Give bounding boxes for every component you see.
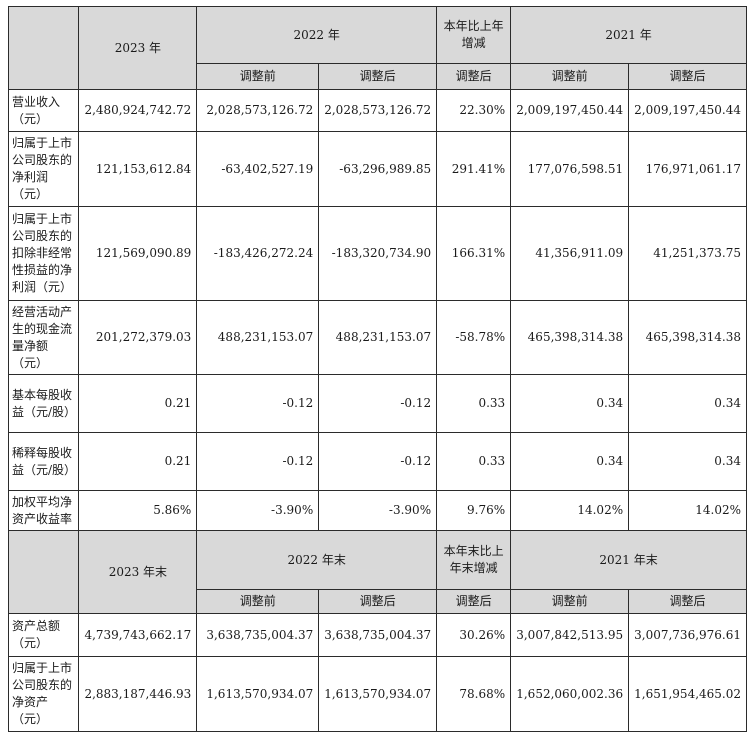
cell-2023: 0.21 xyxy=(78,374,198,433)
cell-change: 0.33 xyxy=(436,374,512,433)
row-label: 经营活动产生的现金流量净额（元） xyxy=(7,300,80,375)
cell-2022-before: -0.12 xyxy=(196,432,320,491)
subheader-2022-before: 调整前 xyxy=(196,589,320,614)
section1-subheader-row: 调整前 调整后 调整后 调整前 调整后 xyxy=(9,63,747,90)
table-row: 基本每股收益（元/股） 0.21 -0.12 -0.12 0.33 0.34 0… xyxy=(7,374,747,433)
cell-change: -58.78% xyxy=(436,300,512,375)
cell-2021-before: 0.34 xyxy=(510,374,630,433)
cell-2023: 2,480,924,742.72 xyxy=(78,89,198,132)
section2-header-row: 2023 年末 2022 年末 本年末比上年末增减 2021 年末 xyxy=(7,530,747,614)
cell-2022-after: -3.90% xyxy=(318,490,438,531)
table-row: 归属于上市公司股东的净利润（元） 121,153,612.84 -63,402,… xyxy=(7,131,747,207)
row-label: 归属于上市公司股东的净利润（元） xyxy=(7,131,80,207)
cell-2021-after: 3,007,736,976.61 xyxy=(628,613,747,657)
cell-change: 30.26% xyxy=(436,613,512,657)
subheader-2021-before: 调整前 xyxy=(510,63,630,90)
cell-2021-after: 0.34 xyxy=(628,374,747,433)
cell-2021-before: 3,007,842,513.95 xyxy=(510,613,630,657)
cell-2023: 0.21 xyxy=(78,432,198,491)
table-row: 资产总额（元） 4,739,743,662.17 3,638,735,004.3… xyxy=(7,613,747,657)
cell-2021-after: 0.34 xyxy=(628,432,747,491)
cell-2022-after: -0.12 xyxy=(318,432,438,491)
cell-2022-after: 1,613,570,934.07 xyxy=(318,656,438,732)
header-2023: 2023 年 xyxy=(78,6,198,90)
cell-2021-after: 2,009,197,450.44 xyxy=(628,89,747,132)
cell-change: 291.41% xyxy=(436,131,512,207)
cell-2022-before: -63,402,527.19 xyxy=(196,131,320,207)
header-2021: 2021 年 xyxy=(510,6,747,64)
cell-2022-before: 488,231,153.07 xyxy=(196,300,320,375)
cell-2021-after: 41,251,373.75 xyxy=(628,206,747,301)
subheader-2022-after: 调整后 xyxy=(318,589,438,614)
cell-2022-before: 3,638,735,004.37 xyxy=(196,613,320,657)
header-2022-end: 2022 年末 xyxy=(196,530,438,590)
cell-2023: 121,153,612.84 xyxy=(78,131,198,207)
header-2023-end: 2023 年末 xyxy=(78,530,198,614)
subheader-2022-after: 调整后 xyxy=(318,63,438,90)
cell-2022-before: -183,426,272.24 xyxy=(196,206,320,301)
cell-2022-after: 3,638,735,004.37 xyxy=(318,613,438,657)
cell-2021-before: 465,398,314.38 xyxy=(510,300,630,375)
section1-header-row: 2023 年 2022 年 本年比上年增减 2021 年 xyxy=(7,6,747,90)
cell-change: 9.76% xyxy=(436,490,512,531)
cell-2022-before: 1,613,570,934.07 xyxy=(196,656,320,732)
header-change-end: 本年末比上年末增减 xyxy=(436,530,512,590)
cell-2022-before: 2,028,573,126.72 xyxy=(196,89,320,132)
table-row: 归属于上市公司股东的扣除非经常性损益的净利润（元） 121,569,090.89… xyxy=(7,206,747,301)
row-label: 基本每股收益（元/股） xyxy=(7,374,80,433)
subheader-2021-after: 调整后 xyxy=(628,589,747,614)
cell-change: 166.31% xyxy=(436,206,512,301)
cell-2023: 5.86% xyxy=(78,490,198,531)
cell-2021-before: 41,356,911.09 xyxy=(510,206,630,301)
cell-2022-after: -0.12 xyxy=(318,374,438,433)
cell-2021-before: 2,009,197,450.44 xyxy=(510,89,630,132)
row-label: 归属于上市公司股东的净资产（元） xyxy=(7,656,80,732)
cell-2022-before: -0.12 xyxy=(196,374,320,433)
cell-2021-after: 14.02% xyxy=(628,490,747,531)
table-row: 归属于上市公司股东的净资产（元） 2,883,187,446.93 1,613,… xyxy=(7,656,747,732)
cell-2022-before: -3.90% xyxy=(196,490,320,531)
table-row: 经营活动产生的现金流量净额（元） 201,272,379.03 488,231,… xyxy=(7,300,747,375)
cell-2022-after: 488,231,153.07 xyxy=(318,300,438,375)
subheader-change-after: 调整后 xyxy=(436,589,512,614)
row-label: 归属于上市公司股东的扣除非经常性损益的净利润（元） xyxy=(7,206,80,301)
cell-2023: 4,739,743,662.17 xyxy=(78,613,198,657)
cell-2023: 201,272,379.03 xyxy=(78,300,198,375)
cell-2021-after: 465,398,314.38 xyxy=(628,300,747,375)
header-2022: 2022 年 xyxy=(196,6,438,64)
header-blank-cell xyxy=(7,530,80,614)
header-change: 本年比上年增减 xyxy=(436,6,512,64)
cell-2023: 2,883,187,446.93 xyxy=(78,656,198,732)
table-row: 营业收入（元） 2,480,924,742.72 2,028,573,126.7… xyxy=(7,89,747,132)
row-label: 资产总额（元） xyxy=(7,613,80,657)
header-blank-cell xyxy=(7,6,80,90)
row-label: 稀释每股收益（元/股） xyxy=(7,432,80,491)
cell-2021-before: 1,652,060,002.36 xyxy=(510,656,630,732)
cell-2021-before: 177,076,598.51 xyxy=(510,131,630,207)
header-2021-end: 2021 年末 xyxy=(510,530,747,590)
cell-2021-after: 176,971,061.17 xyxy=(628,131,747,207)
section2-subheader-row: 调整前 调整后 调整后 调整前 调整后 xyxy=(9,589,747,614)
subheader-2021-after: 调整后 xyxy=(628,63,747,90)
subheader-change-after: 调整后 xyxy=(436,63,512,90)
cell-2022-after: -63,296,989.85 xyxy=(318,131,438,207)
cell-2021-before: 0.34 xyxy=(510,432,630,491)
cell-2022-after: 2,028,573,126.72 xyxy=(318,89,438,132)
cell-2021-before: 14.02% xyxy=(510,490,630,531)
financial-summary-table: 2023 年 2022 年 本年比上年增减 2021 年 调整前 调整后 调整后… xyxy=(7,6,747,732)
cell-change: 0.33 xyxy=(436,432,512,491)
subheader-2022-before: 调整前 xyxy=(196,63,320,90)
cell-2021-after: 1,651,954,465.02 xyxy=(628,656,747,732)
cell-2022-after: -183,320,734.90 xyxy=(318,206,438,301)
cell-change: 22.30% xyxy=(436,89,512,132)
row-label: 营业收入（元） xyxy=(7,89,80,132)
cell-2023: 121,569,090.89 xyxy=(78,206,198,301)
table-row: 加权平均净资产收益率 5.86% -3.90% -3.90% 9.76% 14.… xyxy=(7,490,747,531)
cell-change: 78.68% xyxy=(436,656,512,732)
row-label: 加权平均净资产收益率 xyxy=(7,490,80,531)
table-row: 稀释每股收益（元/股） 0.21 -0.12 -0.12 0.33 0.34 0… xyxy=(7,432,747,491)
subheader-2021-before: 调整前 xyxy=(510,589,630,614)
